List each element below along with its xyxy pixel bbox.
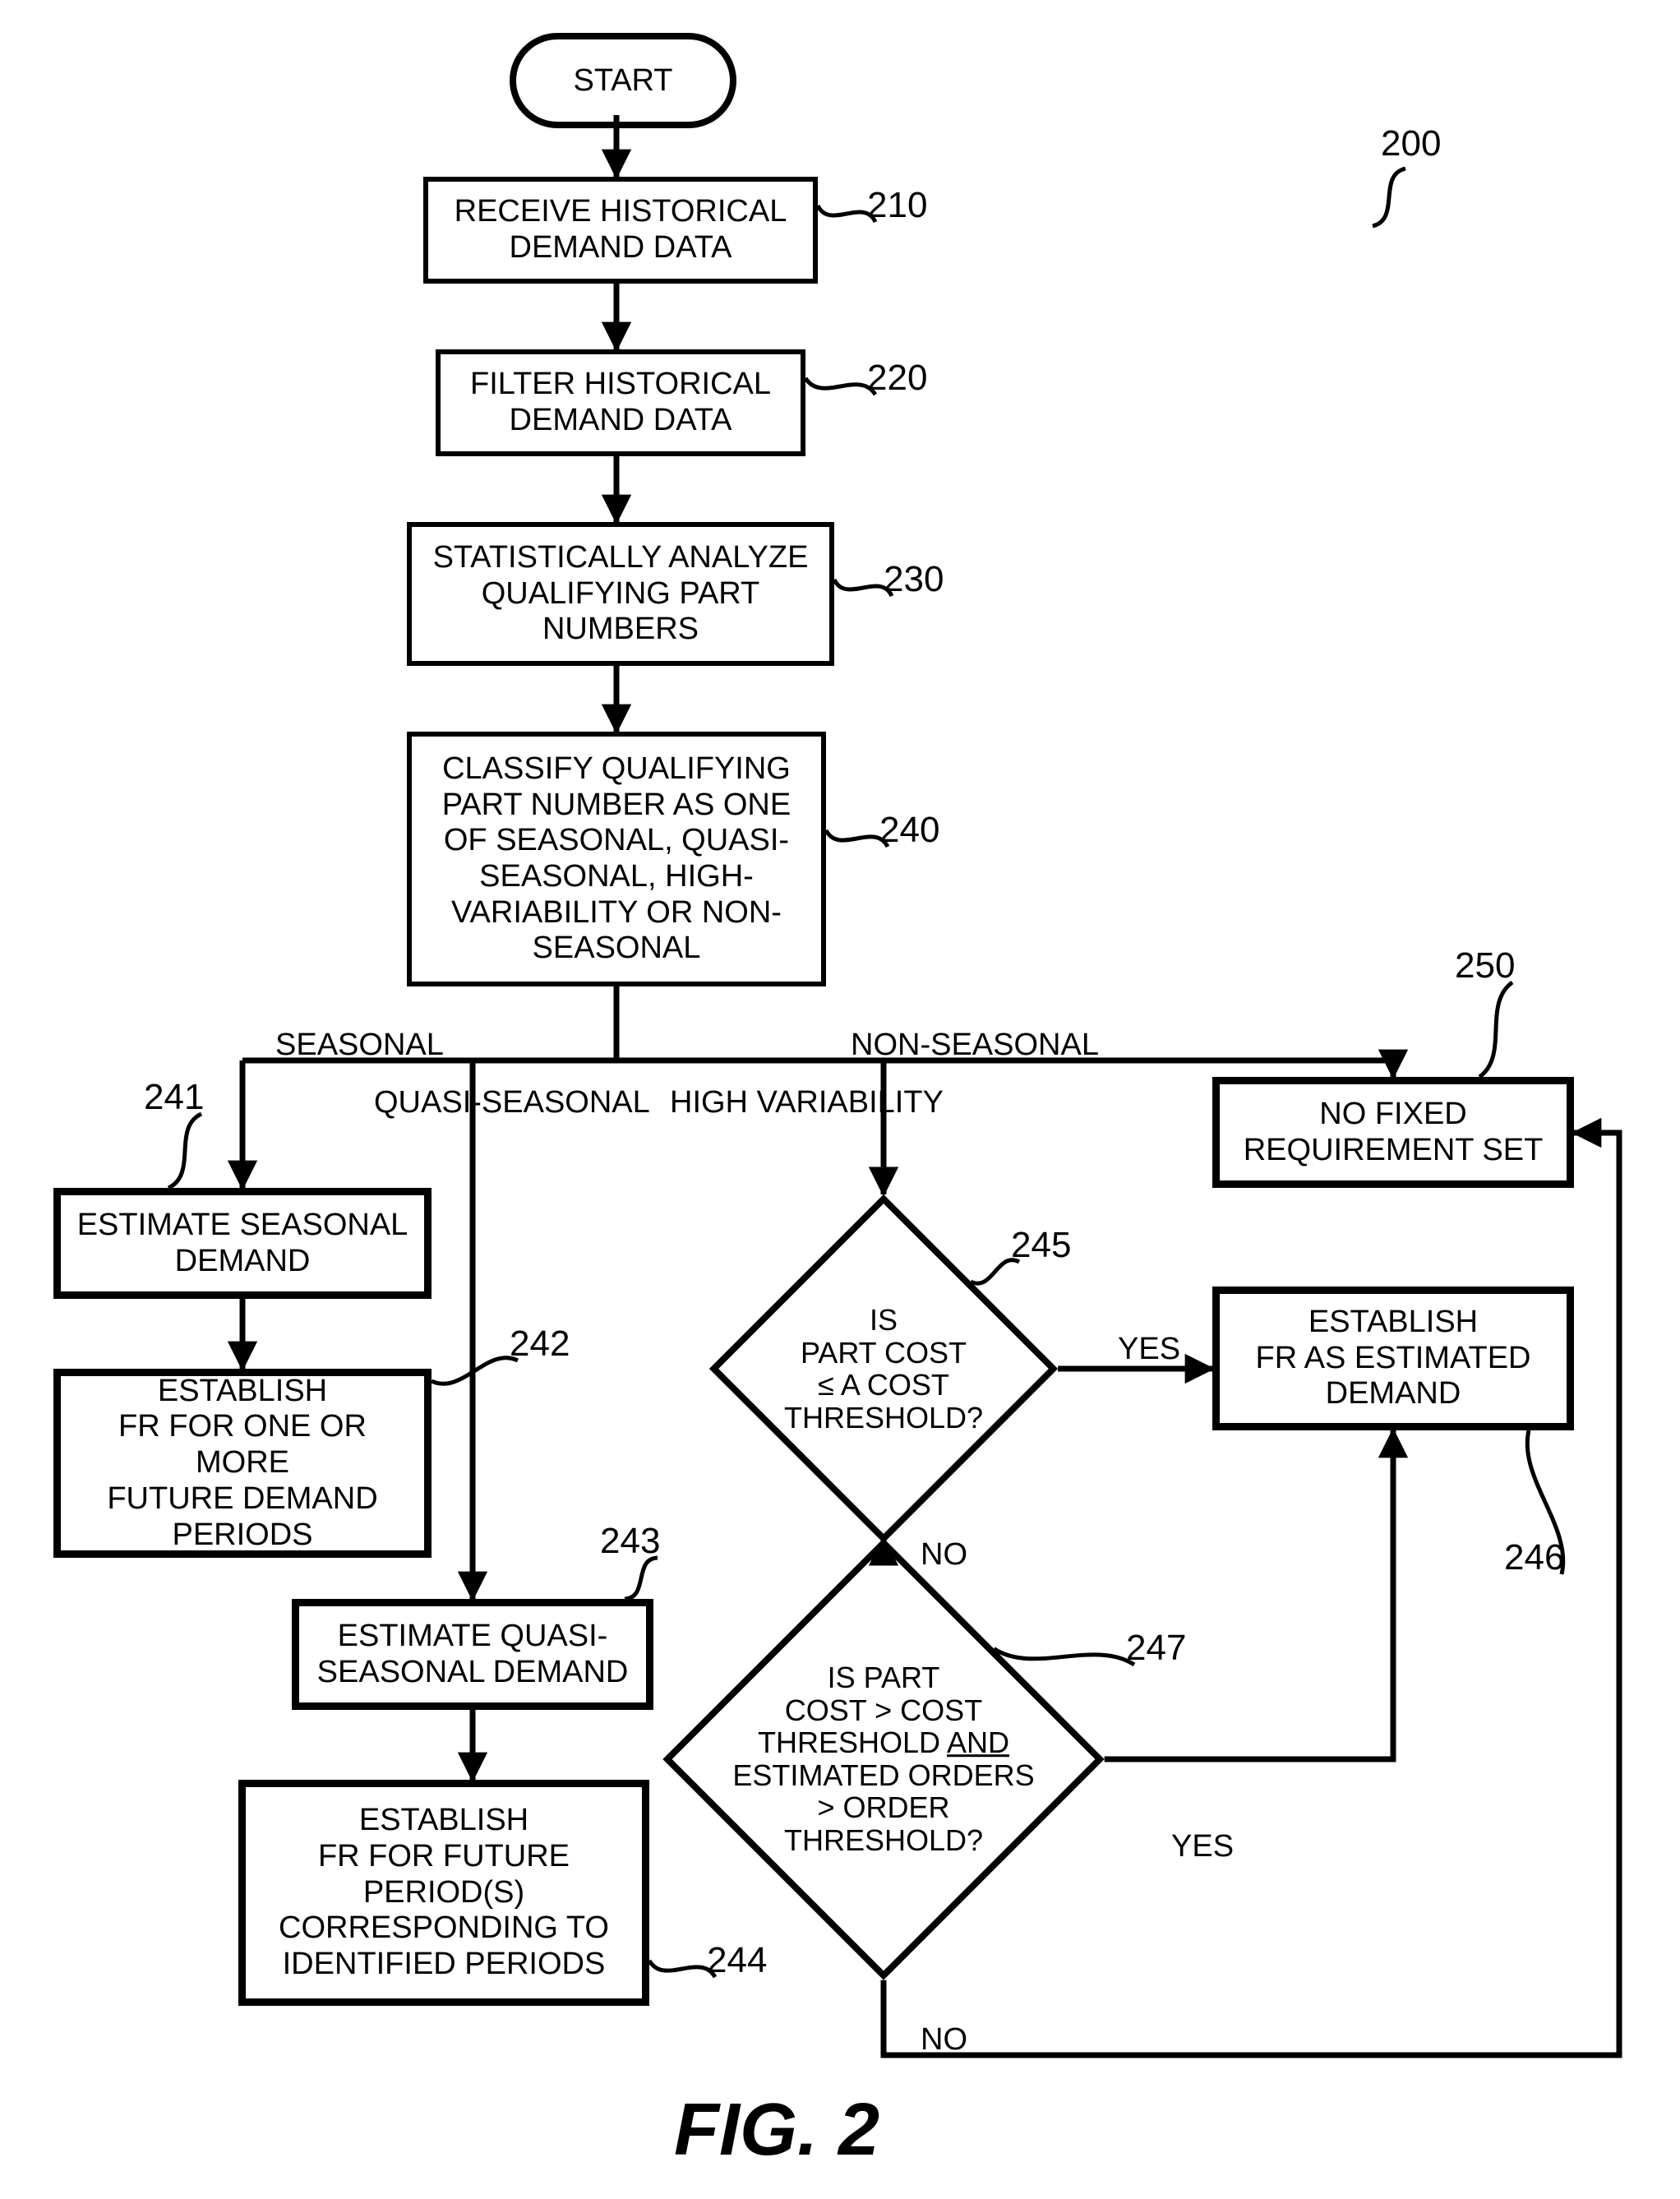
node-230: STATISTICALLY ANALYZEQUALIFYING PARTNUMB… [407, 522, 834, 666]
terminator-start: START [510, 33, 736, 128]
node-210: RECEIVE HISTORICALDEMAND DATA [423, 177, 818, 284]
decision-247: IS PARTCOST > COSTTHRESHOLD ANDESTIMATED… [727, 1603, 1040, 1915]
ref-230: 230 [884, 559, 944, 600]
ref-242: 242 [510, 1324, 570, 1365]
branch-label-nonseasonal: NON-SEASONAL [851, 1028, 1099, 1063]
figure-caption: FIG. 2 [674, 2088, 879, 2173]
branch-label-yes245: YES [1118, 1332, 1180, 1367]
branch-label-seasonal: SEASONAL [275, 1028, 444, 1063]
ref-241: 241 [144, 1077, 204, 1118]
branch-label-no245: NO [921, 1537, 967, 1573]
node-250: NO FIXEDREQUIREMENT SET [1212, 1077, 1574, 1188]
node-220: FILTER HISTORICALDEMAND DATA [436, 349, 805, 456]
node-242: ESTABLISHFR FOR ONE OR MOREFUTURE DEMAND… [53, 1369, 432, 1558]
branch-label-highvar: HIGH VARIABILITY [670, 1085, 944, 1120]
node-244: ESTABLISHFR FOR FUTUREPERIOD(S)CORRESPON… [238, 1780, 649, 2006]
ref-250: 250 [1455, 945, 1515, 986]
node-243: ESTIMATE QUASI-SEASONAL DEMAND [292, 1599, 653, 1710]
node-240: CLASSIFY QUALIFYINGPART NUMBER AS ONEOF … [407, 732, 826, 986]
branch-label-quasi: QUASI-SEASONAL [374, 1085, 650, 1120]
ref-220: 220 [867, 358, 927, 399]
decision-245: ISPART COST≤ A COSTTHRESHOLD? [760, 1245, 1007, 1492]
ref-243: 243 [600, 1521, 660, 1562]
flowchart-stage: START RECEIVE HISTORICALDEMAND DATA 210 FIL… [0, 0, 1680, 2199]
ref-247: 247 [1126, 1628, 1186, 1669]
ref-245: 245 [1011, 1225, 1071, 1266]
ref-240: 240 [879, 810, 939, 851]
node-241: ESTIMATE SEASONALDEMAND [53, 1188, 432, 1299]
ref-210: 210 [867, 185, 927, 226]
branch-label-yes247: YES [1171, 1829, 1234, 1864]
ref-200: 200 [1381, 123, 1441, 164]
ref-244: 244 [707, 1940, 767, 1981]
branch-label-no247: NO [921, 2022, 967, 2058]
ref-246: 246 [1504, 1537, 1564, 1578]
node-246: ESTABLISHFR AS ESTIMATEDDEMAND [1212, 1287, 1574, 1430]
